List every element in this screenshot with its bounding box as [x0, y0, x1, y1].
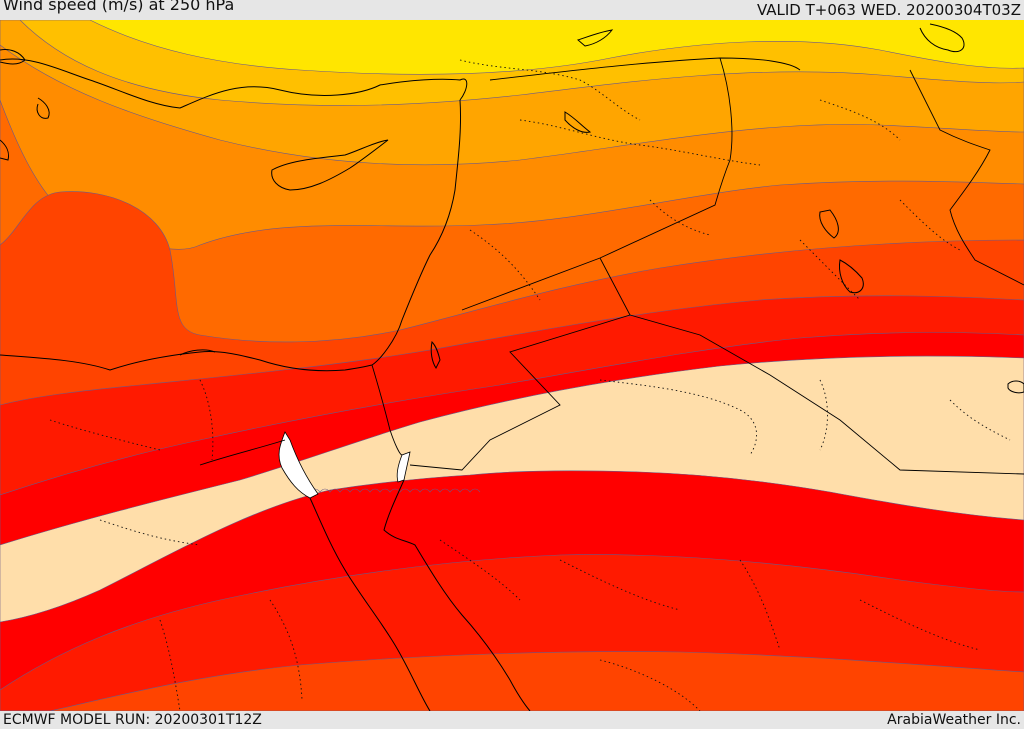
band-lower-red-orange: [0, 651, 1024, 711]
jet-core: [0, 355, 1024, 623]
map-title: Wind speed (m/s) at 250 hPa: [3, 0, 235, 14]
gulf-suez: [278, 431, 319, 499]
coastlines: [0, 23, 1024, 711]
model-run: ECMWF MODEL RUN: 20200301T12Z: [3, 712, 262, 728]
political-borders: [199, 57, 1024, 475]
province-lines: [49, 59, 1011, 711]
credit: ArabiaWeather Inc.: [887, 712, 1021, 728]
wave-edge: [309, 488, 481, 493]
header-bar: Wind speed (m/s) at 250 hPa VALID T+063 …: [0, 0, 1024, 20]
wind-speed-map: [0, 20, 1024, 711]
valid-time: VALID T+063 WED. 20200304T03Z: [756, 1, 1021, 19]
map-canvas: [0, 20, 1024, 711]
footer-bar: ECMWF MODEL RUN: 20200301T12Z ArabiaWeat…: [0, 711, 1024, 729]
